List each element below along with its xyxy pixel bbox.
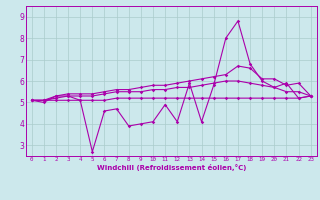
X-axis label: Windchill (Refroidissement éolien,°C): Windchill (Refroidissement éolien,°C) <box>97 164 246 171</box>
